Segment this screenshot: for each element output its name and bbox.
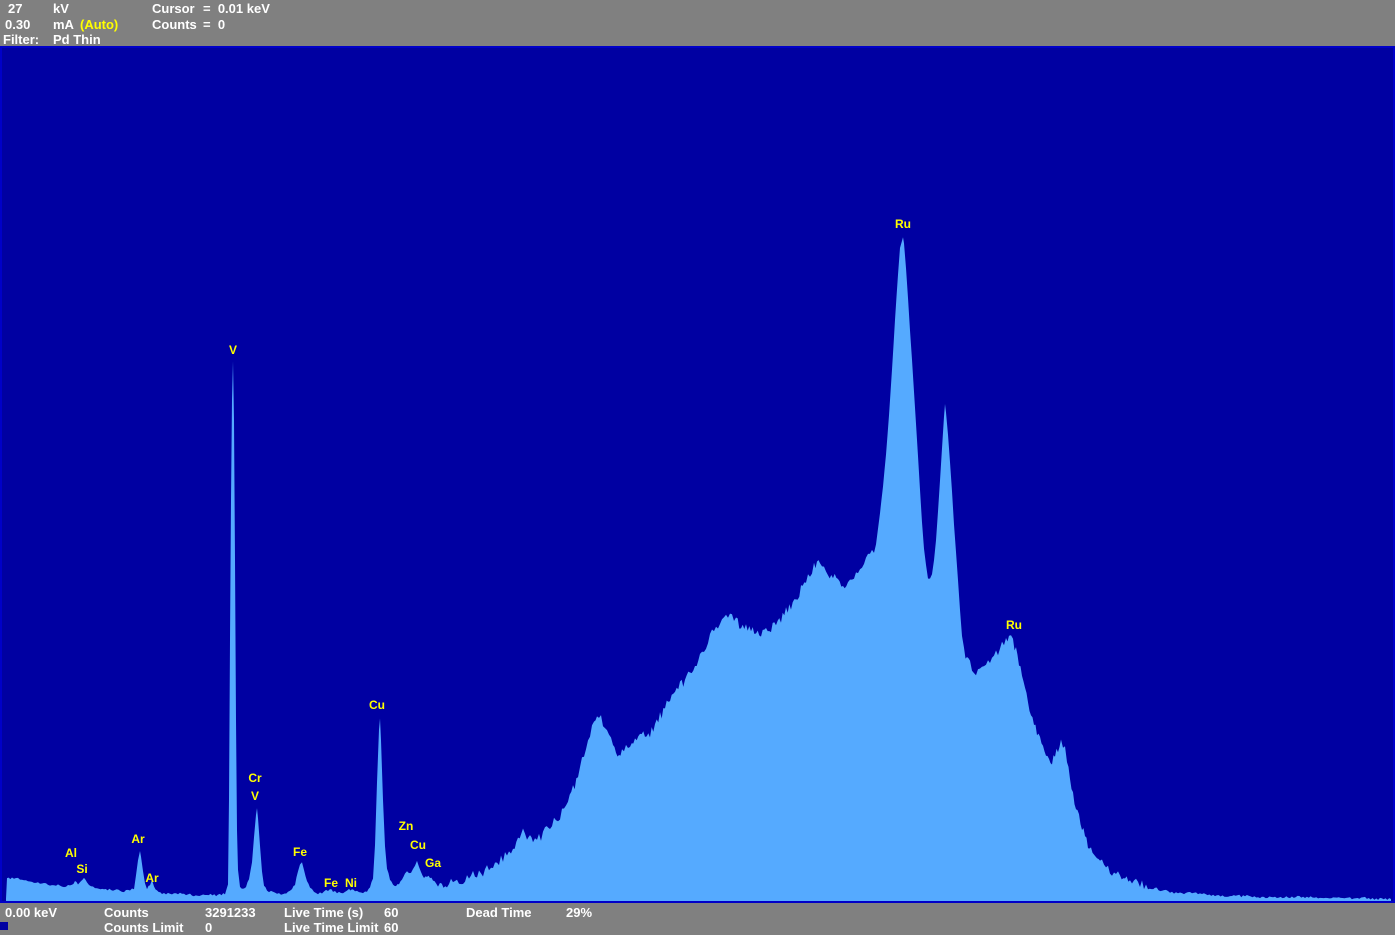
live-time-label: Live Time (s) bbox=[284, 905, 364, 920]
element-label-fe: Fe bbox=[292, 845, 308, 859]
live-time-value: 60 bbox=[384, 905, 399, 920]
counts-limit-label: Counts Limit bbox=[104, 920, 184, 935]
window-corner bbox=[0, 922, 8, 930]
filter-value: Pd Thin bbox=[53, 32, 101, 47]
element-label-al: Al bbox=[65, 846, 77, 860]
tube-ma-unit: mA bbox=[53, 17, 74, 32]
spectrum-area[interactable] bbox=[6, 237, 1391, 901]
dead-time-value: 29% bbox=[566, 905, 593, 920]
counts-value: = 0 bbox=[203, 17, 226, 32]
tube-ma-value: 0.30 bbox=[5, 17, 31, 32]
element-label-fe: Fe bbox=[323, 876, 339, 890]
live-time-limit-value: 60 bbox=[384, 920, 399, 935]
element-label-zn: Zn bbox=[398, 819, 414, 833]
counts-label: Counts bbox=[152, 17, 197, 32]
cursor-energy: 0.00 keV bbox=[5, 905, 58, 920]
cursor-label: Cursor bbox=[152, 1, 195, 16]
filter-label: Filter: bbox=[3, 32, 40, 47]
spectrum-plot-area[interactable]: Al Si Ar Ar V Cr V Fe Fe Ni Cu Zn Cu Ga Ru Ru bbox=[0, 46, 1395, 903]
bottom-status-bar: 0.00 keV Counts 3291233 Live Time (s) 60… bbox=[0, 903, 1395, 935]
element-label-cr: Cr bbox=[248, 771, 262, 785]
element-label-ar: Ar bbox=[145, 871, 159, 885]
element-label-cu: Cu bbox=[410, 838, 426, 852]
counts-label: Counts bbox=[104, 905, 149, 920]
element-label-v: V bbox=[228, 343, 238, 357]
element-label-ru: Ru bbox=[1006, 618, 1022, 632]
element-label-ga: Ga bbox=[424, 856, 442, 870]
spectrum-canvas[interactable] bbox=[2, 48, 1393, 901]
counts-limit-value: 0 bbox=[205, 920, 213, 935]
counts-value: 3291233 bbox=[205, 905, 256, 920]
tube-kv-unit: kV bbox=[53, 1, 69, 16]
tube-kv-value: 27 bbox=[8, 1, 23, 16]
element-label-ni: Ni bbox=[345, 876, 357, 890]
cursor-value: = 0.01 keV bbox=[203, 1, 270, 16]
dead-time-label: Dead Time bbox=[466, 905, 532, 920]
element-label-ru: Ru bbox=[895, 217, 911, 231]
live-time-limit-label: Live Time Limit bbox=[284, 920, 379, 935]
element-label-cu: Cu bbox=[369, 698, 385, 712]
ma-auto-mode: (Auto) bbox=[80, 17, 119, 32]
element-label-si: Si bbox=[76, 862, 88, 876]
top-status-bar: 27 kV Cursor = 0.01 keV 0.30 mA (Auto) C… bbox=[0, 0, 1395, 47]
element-label-ar: Ar bbox=[131, 832, 145, 846]
element-label-v: V bbox=[250, 789, 260, 803]
